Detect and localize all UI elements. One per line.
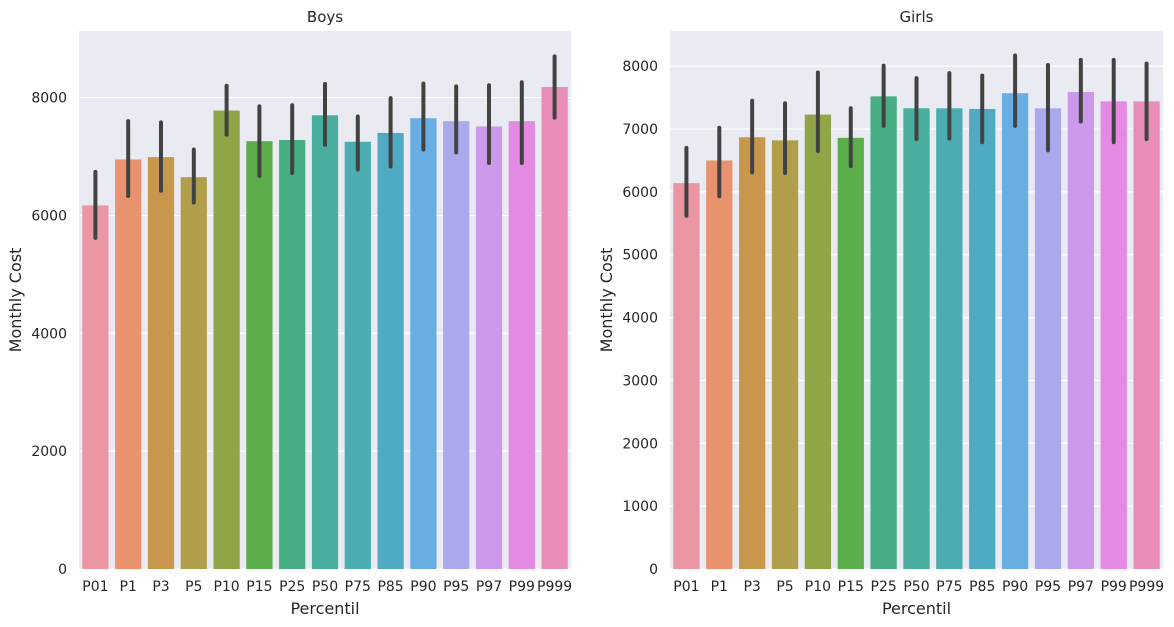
x-axis-label: Percentil <box>882 599 951 618</box>
bar-P75 <box>344 141 371 569</box>
x-tick-label: P90 <box>410 579 436 595</box>
x-tick-label: P95 <box>443 579 469 595</box>
y-tick-label: 5000 <box>622 248 658 264</box>
bar-P10 <box>804 114 832 569</box>
chart-panel-1: 0 1000 2000 3000 4000 5000 6000 7000 8000 P01 P1 P3… <box>597 8 1164 618</box>
x-tick-label: P90 <box>1002 579 1028 595</box>
bar-P90 <box>410 118 437 569</box>
x-tick-label: P50 <box>903 579 929 595</box>
bar-P5 <box>180 177 207 569</box>
bar-P25 <box>870 96 897 569</box>
x-tick-label: P50 <box>312 579 338 595</box>
bar-P95 <box>1034 108 1062 569</box>
bar-P10 <box>213 110 240 569</box>
x-tick-label: P10 <box>213 579 239 595</box>
x-tick-label: P99 <box>1101 579 1127 595</box>
x-tick-label: P75 <box>936 579 962 595</box>
bar-P75 <box>936 108 963 569</box>
bar-P3 <box>147 157 175 569</box>
x-tick-label: P5 <box>776 579 793 595</box>
x-tick-label: P99 <box>509 579 535 595</box>
bar-P97 <box>1067 91 1094 569</box>
y-tick-label: 8000 <box>31 91 67 107</box>
x-tick-label: P75 <box>345 579 371 595</box>
bar-P999 <box>1133 101 1160 570</box>
x-tick-label: P85 <box>969 579 995 595</box>
bar-P1 <box>706 160 733 569</box>
x-tick-label: P3 <box>743 579 760 595</box>
y-tick-label: 6000 <box>31 208 67 224</box>
chart-panel-0: 0 2000 4000 6000 8000 P01 P1 P3 P5 P10 P15 P25 P50 P7… <box>6 8 572 618</box>
y-tick-label: 6000 <box>622 185 658 201</box>
chart-title: Boys <box>307 8 343 26</box>
y-tick-label: 2000 <box>622 436 658 452</box>
x-tick-label: P10 <box>805 579 831 595</box>
x-tick-label: P999 <box>1129 579 1164 595</box>
y-tick-label: 3000 <box>622 373 658 389</box>
x-tick-label: P95 <box>1035 579 1061 595</box>
y-tick-label: 7000 <box>622 122 658 138</box>
bar-P99 <box>1100 101 1127 570</box>
bar-P97 <box>475 126 503 569</box>
bar-P99 <box>508 121 535 570</box>
y-tick-label: 0 <box>58 562 67 578</box>
bar-P85 <box>969 108 996 570</box>
bar-P90 <box>1001 93 1029 570</box>
x-tick-label: P97 <box>476 579 502 595</box>
bar-P50 <box>311 115 339 569</box>
y-tick-label: 1000 <box>622 499 658 515</box>
bar-P01 <box>82 205 109 569</box>
bar-P50 <box>903 108 930 569</box>
bar-P01 <box>673 183 700 569</box>
bar-P1 <box>115 159 142 569</box>
x-tick-label: P15 <box>838 579 864 595</box>
bar-P95 <box>443 121 470 570</box>
x-tick-label: P85 <box>377 579 403 595</box>
x-tick-label: P5 <box>185 579 202 595</box>
y-axis-label: Monthly Cost <box>597 248 616 353</box>
y-tick-label: 4000 <box>31 326 67 342</box>
chart-title: Girls <box>900 8 934 26</box>
bar-P3 <box>739 137 766 569</box>
x-tick-label: P3 <box>152 579 169 595</box>
x-axis-label: Percentil <box>290 599 359 618</box>
bar-P5 <box>771 140 799 570</box>
bar-P15 <box>837 137 864 569</box>
y-tick-label: 8000 <box>622 59 658 75</box>
x-tick-label: P97 <box>1068 579 1094 595</box>
x-tick-label: P1 <box>120 579 137 595</box>
bar-P85 <box>377 132 404 569</box>
x-tick-label: P25 <box>279 579 305 595</box>
x-tick-label: P15 <box>246 579 272 595</box>
y-axis-label: Monthly Cost <box>6 248 25 353</box>
bar-P999 <box>541 86 568 569</box>
y-tick-label: 4000 <box>622 311 658 327</box>
bar-P15 <box>246 141 273 570</box>
bar-P25 <box>279 140 306 570</box>
y-tick-label: 2000 <box>31 444 67 460</box>
y-tick-label: 0 <box>649 562 658 578</box>
x-tick-label: P999 <box>537 579 572 595</box>
x-tick-label: P25 <box>871 579 897 595</box>
x-tick-label: P01 <box>82 579 108 595</box>
x-tick-label: P1 <box>711 579 728 595</box>
x-tick-label: P01 <box>673 579 699 595</box>
